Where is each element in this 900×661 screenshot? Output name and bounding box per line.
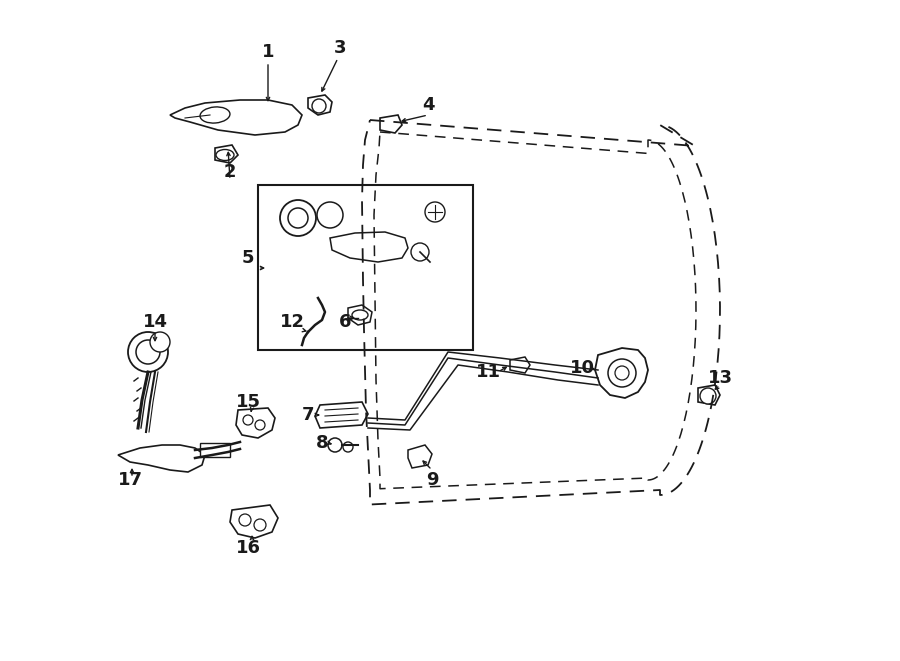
Text: 6: 6 xyxy=(338,313,351,331)
Polygon shape xyxy=(230,505,278,538)
Circle shape xyxy=(615,366,629,380)
Ellipse shape xyxy=(216,149,234,161)
Circle shape xyxy=(243,415,253,425)
Polygon shape xyxy=(315,402,368,428)
Circle shape xyxy=(411,243,429,261)
Text: 13: 13 xyxy=(707,369,733,387)
Text: 16: 16 xyxy=(236,539,260,557)
Circle shape xyxy=(425,202,445,222)
Text: 3: 3 xyxy=(334,39,346,57)
Text: 8: 8 xyxy=(316,434,328,452)
Polygon shape xyxy=(348,305,372,325)
Polygon shape xyxy=(595,348,648,398)
Text: 7: 7 xyxy=(302,406,314,424)
Polygon shape xyxy=(510,357,530,373)
Polygon shape xyxy=(408,445,432,468)
Circle shape xyxy=(255,420,265,430)
Text: 4: 4 xyxy=(422,96,434,114)
Text: 15: 15 xyxy=(236,393,260,411)
Circle shape xyxy=(317,202,343,228)
Circle shape xyxy=(288,208,308,228)
Text: 11: 11 xyxy=(475,363,500,381)
Circle shape xyxy=(328,438,342,452)
Polygon shape xyxy=(308,95,332,115)
Circle shape xyxy=(608,359,636,387)
Text: 14: 14 xyxy=(142,313,167,331)
Circle shape xyxy=(239,514,251,526)
Circle shape xyxy=(150,332,170,352)
Polygon shape xyxy=(330,232,408,262)
Text: 1: 1 xyxy=(262,43,274,61)
Text: 12: 12 xyxy=(280,313,304,331)
Text: 17: 17 xyxy=(118,471,142,489)
Polygon shape xyxy=(170,100,302,135)
Circle shape xyxy=(254,519,266,531)
Circle shape xyxy=(280,200,316,236)
Text: 2: 2 xyxy=(224,163,236,181)
Bar xyxy=(258,185,473,350)
Circle shape xyxy=(343,442,353,452)
Text: 10: 10 xyxy=(570,359,595,377)
Circle shape xyxy=(128,332,168,372)
Bar xyxy=(200,443,230,457)
Circle shape xyxy=(700,388,716,404)
Polygon shape xyxy=(236,408,275,438)
Circle shape xyxy=(312,99,326,113)
Polygon shape xyxy=(215,145,238,163)
Polygon shape xyxy=(118,445,205,472)
Circle shape xyxy=(136,340,160,364)
Text: 5: 5 xyxy=(242,249,254,267)
Text: 9: 9 xyxy=(426,471,438,489)
Ellipse shape xyxy=(200,107,230,123)
Ellipse shape xyxy=(352,310,368,320)
Polygon shape xyxy=(698,385,720,405)
Polygon shape xyxy=(380,115,402,133)
